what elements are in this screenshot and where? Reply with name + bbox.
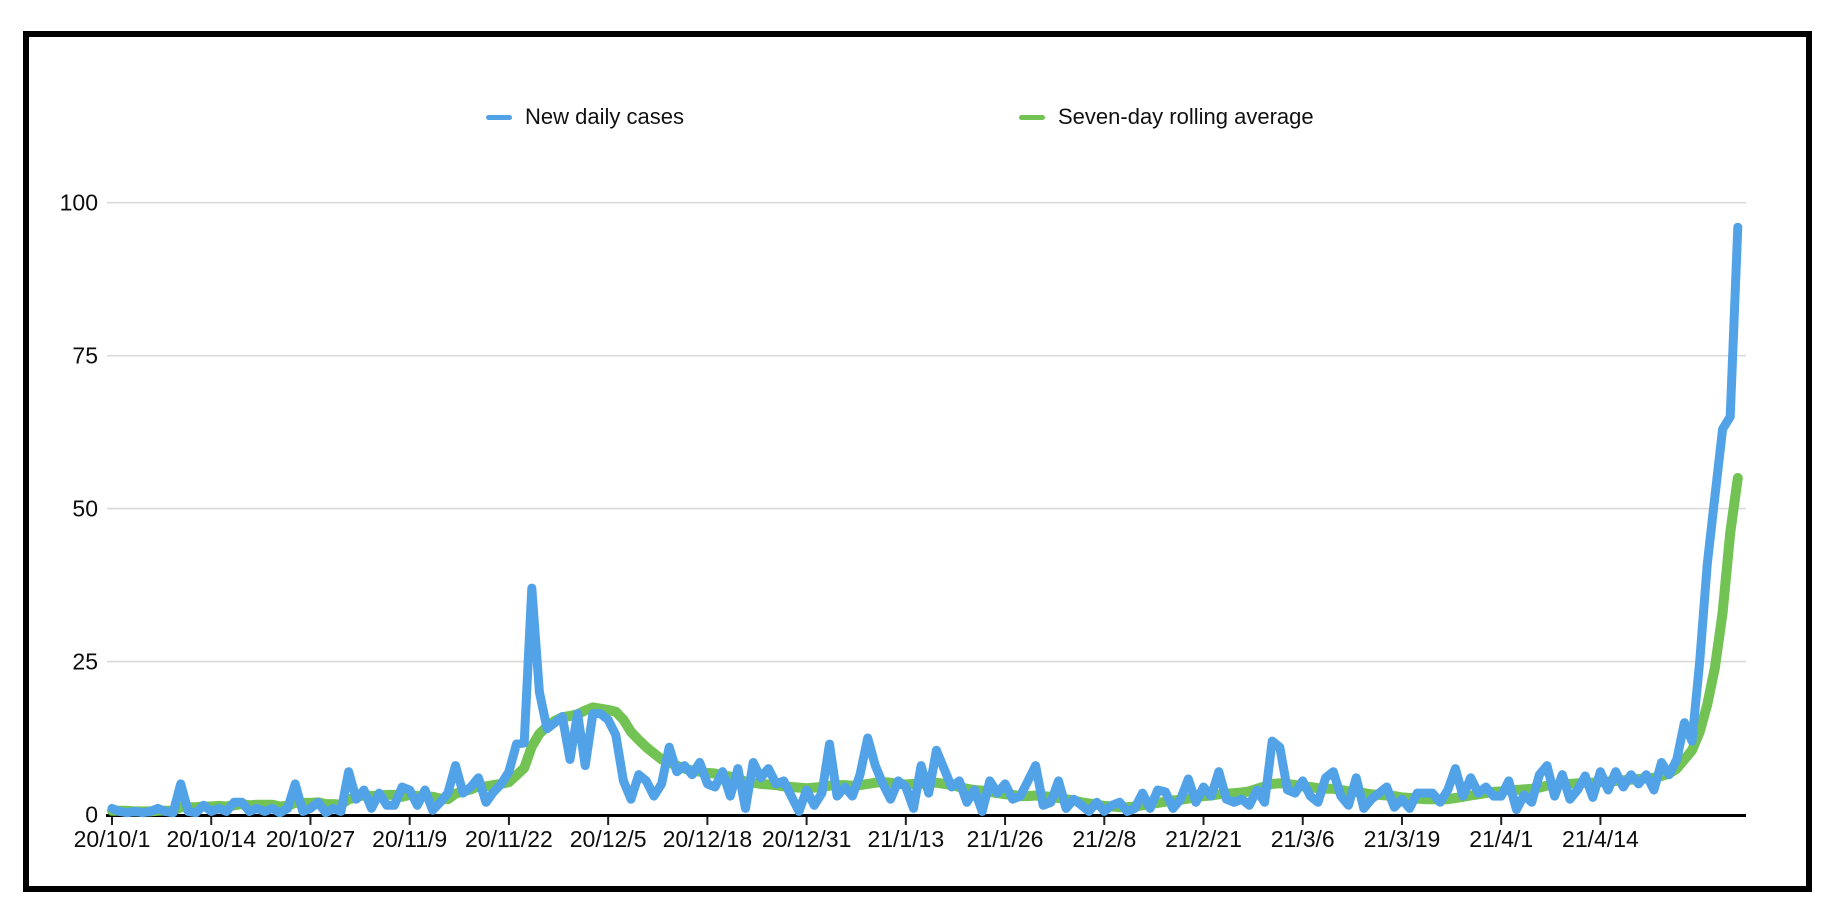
x-axis-tick-label: 21/1/13 [867,826,944,852]
x-axis-tick-label: 20/12/18 [663,826,753,852]
x-axis-tick-label: 21/1/26 [967,826,1044,852]
series-line-seven-day-rolling-average [107,473,1743,817]
legend-label-new-daily-cases: New daily cases [525,104,684,129]
x-axis-tick-label: 20/10/1 [74,826,151,852]
y-axis-tick-label: 50 [72,496,98,522]
x-axis-tick-label: 20/11/22 [465,826,553,852]
x-axis-tick-label: 20/10/14 [166,826,256,852]
x-axis-tick-label: 21/2/21 [1165,826,1242,852]
y-axis-tick-label: 25 [72,649,98,675]
y-axis-tick-label: 75 [72,343,98,369]
y-axis-tick-label: 0 [85,802,98,828]
x-axis-tick-label: 21/3/19 [1364,826,1441,852]
x-axis-tick-label: 21/4/14 [1562,826,1639,852]
y-axis-tick-label: 100 [60,190,98,216]
legend-label-seven-day-rolling-average: Seven-day rolling average [1058,104,1314,129]
legend-line-swatch-green [1019,114,1045,120]
x-axis-tick-label: 20/12/5 [570,826,647,852]
x-axis-tick-label: 20/10/27 [266,826,356,852]
legend-line-swatch-blue [486,114,512,120]
x-axis-tick-label: 20/12/31 [762,826,852,852]
x-axis-tick-label: 21/2/8 [1072,826,1136,852]
chart-frame [23,31,1812,892]
series-line-new-daily-cases [107,222,1743,818]
legend-item-new-daily-cases: New daily cases [486,104,684,130]
x-axis-tick-label: 21/4/1 [1469,826,1533,852]
legend-item-seven-day-rolling-average: Seven-day rolling average [1019,104,1314,130]
x-axis-tick-label: 20/11/9 [372,826,447,852]
x-axis-tick-label: 21/3/6 [1271,826,1335,852]
